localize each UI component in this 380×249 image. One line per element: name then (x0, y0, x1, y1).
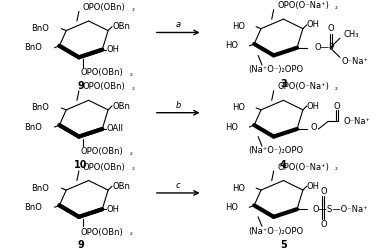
Text: O⁻Na⁺: O⁻Na⁺ (342, 57, 369, 66)
Text: (Na⁺O⁻)₂OPO: (Na⁺O⁻)₂OPO (249, 227, 304, 236)
Text: OH: OH (307, 20, 320, 29)
Text: O⁻Na⁺: O⁻Na⁺ (344, 117, 371, 126)
Text: OPO(OBn): OPO(OBn) (81, 147, 124, 156)
Text: ₂: ₂ (130, 230, 132, 236)
Text: BnO: BnO (31, 103, 49, 113)
Text: BnO: BnO (31, 24, 49, 33)
Text: (Na⁺O⁻)₂OPO: (Na⁺O⁻)₂OPO (249, 65, 304, 74)
Text: OBn: OBn (112, 182, 130, 191)
Text: 9: 9 (78, 241, 84, 249)
Text: O—S—O⁻Na⁺: O—S—O⁻Na⁺ (313, 205, 368, 214)
Text: ₂: ₂ (130, 150, 132, 156)
Text: ₂: ₂ (335, 165, 338, 171)
Text: 9: 9 (78, 81, 84, 91)
Text: HO: HO (233, 184, 245, 193)
Text: ₂: ₂ (131, 85, 135, 91)
Text: O: O (320, 187, 327, 196)
Text: HO: HO (226, 123, 239, 131)
Text: BnO: BnO (24, 43, 42, 52)
Text: OPO(O⁻Na⁺): OPO(O⁻Na⁺) (277, 163, 329, 172)
Text: ₂: ₂ (335, 85, 338, 91)
Text: 3: 3 (280, 79, 287, 89)
Text: CH₃: CH₃ (344, 30, 359, 39)
Text: OAll: OAll (106, 124, 123, 133)
Text: a: a (176, 20, 181, 29)
Text: OPO(OBn): OPO(OBn) (81, 228, 124, 237)
Text: O: O (328, 24, 334, 33)
Text: (Na⁺O⁻)₂OPO: (Na⁺O⁻)₂OPO (249, 146, 304, 155)
Text: O: O (334, 102, 340, 111)
Text: 10: 10 (74, 160, 87, 170)
Text: 5: 5 (280, 241, 287, 249)
Text: ₂: ₂ (131, 5, 135, 12)
Text: OBn: OBn (112, 22, 130, 31)
Text: OPO(OBn): OPO(OBn) (83, 82, 125, 91)
Text: HO: HO (226, 203, 239, 212)
Text: OPO(OBn): OPO(OBn) (83, 163, 125, 172)
Text: HO: HO (233, 103, 245, 113)
Text: OPO(OBn): OPO(OBn) (83, 3, 125, 12)
Text: OPO(OBn): OPO(OBn) (81, 68, 124, 77)
Text: HO: HO (226, 41, 239, 50)
Text: ₂: ₂ (335, 4, 338, 10)
Text: OH: OH (307, 182, 320, 191)
Text: BnO: BnO (24, 123, 42, 131)
Text: c: c (176, 181, 180, 190)
Text: OBn: OBn (112, 102, 130, 111)
Text: ₂: ₂ (131, 165, 135, 171)
Text: ₂: ₂ (130, 70, 132, 76)
Text: O: O (311, 123, 317, 131)
Text: OPO(O⁻Na⁺): OPO(O⁻Na⁺) (277, 1, 329, 10)
Text: BnO: BnO (31, 184, 49, 193)
Text: O: O (320, 220, 327, 229)
Text: OPO(O⁻Na⁺): OPO(O⁻Na⁺) (277, 82, 329, 91)
Text: OH: OH (106, 45, 119, 54)
Text: b: b (176, 101, 181, 110)
Text: O—P: O—P (315, 43, 335, 52)
Text: OH: OH (307, 102, 320, 111)
Text: OH: OH (106, 205, 119, 214)
Text: 4: 4 (280, 160, 287, 170)
Text: HO: HO (233, 22, 245, 31)
Text: BnO: BnO (24, 203, 42, 212)
